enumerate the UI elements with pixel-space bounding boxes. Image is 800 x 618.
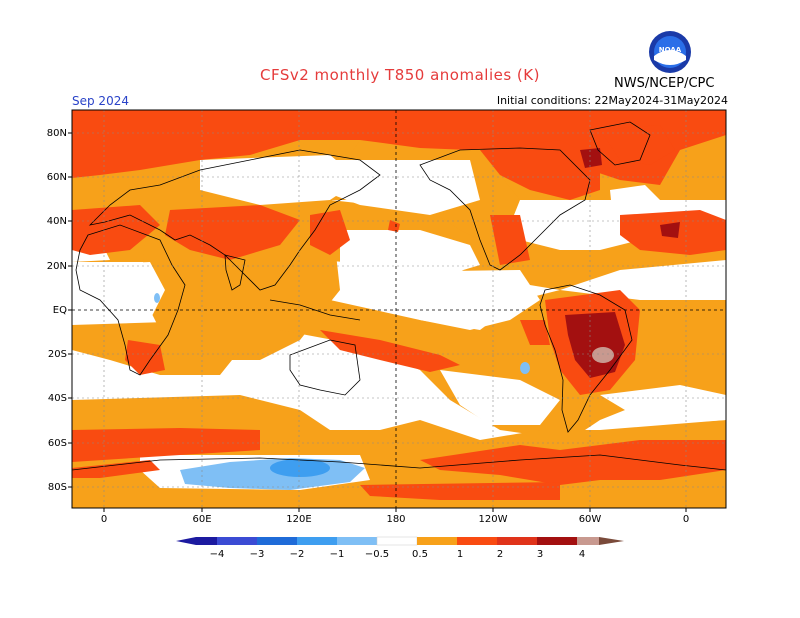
lat-label: 40S bbox=[48, 393, 67, 404]
lat-label: 20N bbox=[47, 261, 67, 272]
colorbar-min-arrow bbox=[176, 537, 196, 545]
colorbar-label: −4 bbox=[210, 549, 225, 560]
colorbar-swatch bbox=[337, 537, 377, 545]
agency-label: NWS/NCEP/CPC bbox=[614, 76, 715, 91]
colorbar-swatch bbox=[376, 536, 418, 546]
colorbar-label: −2 bbox=[290, 549, 305, 560]
lat-label: 60N bbox=[47, 172, 67, 183]
lat-label: 40N bbox=[47, 216, 67, 227]
colorbar-label: −3 bbox=[250, 549, 265, 560]
month-label: Sep 2024 bbox=[72, 94, 129, 108]
lon-label: 0 bbox=[683, 514, 689, 525]
colorbar-labels: −4 −3 −2 −1 −0.5 0.5 1 2 3 4 bbox=[210, 549, 586, 560]
colorbar-label: 0.5 bbox=[412, 549, 428, 560]
lon-label: 120E bbox=[286, 514, 311, 525]
lat-ticks bbox=[68, 132, 72, 488]
colorbar-swatch bbox=[537, 537, 577, 545]
colorbar-label: −1 bbox=[330, 549, 345, 560]
lat-label: 80N bbox=[47, 128, 67, 139]
hot-regions bbox=[565, 148, 680, 378]
coastlines bbox=[72, 121, 726, 471]
colorbar-label: 2 bbox=[497, 549, 503, 560]
colorbar-label: 3 bbox=[537, 549, 543, 560]
lon-label: 60W bbox=[579, 514, 602, 525]
colorbar-swatch bbox=[217, 537, 257, 545]
lon-ticks bbox=[103, 508, 687, 512]
lon-label: 120W bbox=[479, 514, 508, 525]
colorbar bbox=[176, 536, 624, 546]
colorbar-swatch bbox=[196, 537, 217, 545]
lon-label: 180 bbox=[386, 514, 405, 525]
colorbar-swatch bbox=[297, 537, 337, 545]
colorbar-max-arrow bbox=[599, 537, 624, 545]
map-area bbox=[72, 110, 726, 508]
equator-dateline bbox=[72, 110, 726, 508]
lon-label: 60E bbox=[192, 514, 211, 525]
neutral-regions bbox=[72, 155, 726, 490]
colorbar-swatch bbox=[417, 537, 457, 545]
longitude-labels: 0 60E 120E 180 120W 60W 0 bbox=[101, 514, 689, 525]
colorbar-swatch bbox=[457, 537, 497, 545]
cool-regions bbox=[154, 293, 530, 490]
grid-lines bbox=[72, 110, 726, 508]
lat-label: 20S bbox=[48, 349, 67, 360]
lat-label: 60S bbox=[48, 438, 67, 449]
map-frame bbox=[71, 109, 727, 509]
logo-text: NOAA bbox=[659, 46, 682, 54]
lat-label: 80S bbox=[48, 482, 67, 493]
colorbar-label: 4 bbox=[579, 549, 585, 560]
lat-label: EQ bbox=[53, 305, 67, 316]
colorbar-swatch bbox=[257, 537, 297, 545]
chart-title: CFSv2 monthly T850 anomalies (K) bbox=[260, 66, 540, 84]
colorbar-swatch bbox=[497, 537, 537, 545]
lon-label: 0 bbox=[101, 514, 107, 525]
colorbar-swatch bbox=[577, 537, 599, 545]
noaa-logo: NOAA bbox=[649, 31, 691, 73]
colorbar-label: −0.5 bbox=[365, 549, 389, 560]
very-hot-region bbox=[592, 347, 614, 363]
init-conditions-label: Initial conditions: 22May2024-31May2024 bbox=[496, 94, 728, 107]
latitude-labels: 80N 60N 40N 20N EQ 20S 40S 60S 80S bbox=[47, 128, 67, 493]
colorbar-label: 1 bbox=[457, 549, 463, 560]
